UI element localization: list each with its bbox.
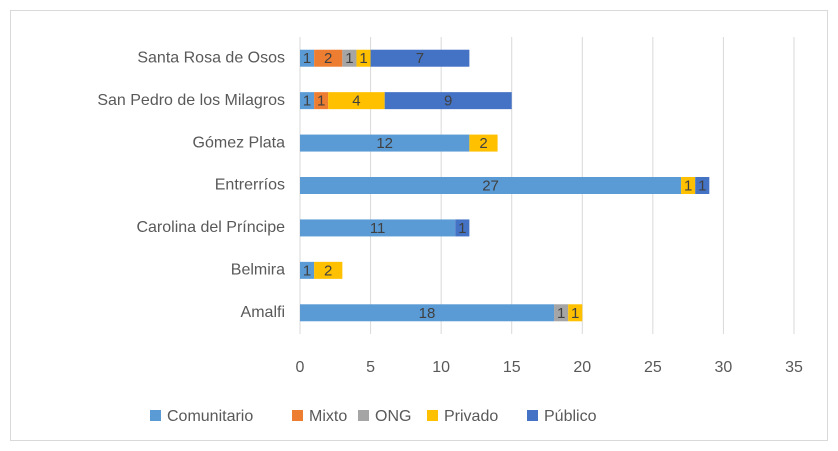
legend-label: Privado bbox=[444, 408, 498, 425]
bar-segment bbox=[455, 219, 470, 237]
bar-segment bbox=[300, 219, 456, 237]
bar-segment bbox=[342, 49, 357, 67]
bar-segment bbox=[568, 304, 583, 322]
legend-label: Comunitario bbox=[167, 408, 253, 425]
x-tick-label: 10 bbox=[432, 359, 450, 376]
bar-segment bbox=[300, 49, 315, 67]
y-tick-label: Gómez Plata bbox=[193, 134, 286, 151]
y-tick-label: Entrerríos bbox=[215, 177, 285, 194]
data-label: 1 bbox=[698, 177, 706, 194]
x-tick-label: 25 bbox=[644, 359, 662, 376]
data-label: 2 bbox=[324, 262, 332, 279]
data-label: 1 bbox=[359, 50, 367, 67]
legend-swatch bbox=[527, 410, 538, 421]
data-label: 1 bbox=[303, 262, 311, 279]
legend-swatch bbox=[292, 410, 303, 421]
bar-segment bbox=[554, 304, 569, 322]
data-label: 1 bbox=[303, 93, 311, 110]
bar-segment bbox=[370, 49, 470, 67]
data-label: 2 bbox=[479, 135, 487, 152]
bar-segment bbox=[300, 134, 470, 152]
data-label: 2 bbox=[324, 50, 332, 67]
data-label: 11 bbox=[370, 220, 386, 237]
legend-label: ONG bbox=[375, 408, 411, 425]
legend-label: Público bbox=[544, 408, 597, 425]
data-label: 1 bbox=[571, 305, 579, 322]
legend-label: Mixto bbox=[309, 408, 347, 425]
data-label: 1 bbox=[684, 177, 692, 194]
x-tick-label: 15 bbox=[503, 359, 521, 376]
data-label: 1 bbox=[458, 220, 466, 237]
data-label: 1 bbox=[557, 305, 565, 322]
x-tick-label: 20 bbox=[573, 359, 591, 376]
data-label: 7 bbox=[416, 50, 424, 67]
x-tick-label: 5 bbox=[366, 359, 375, 376]
legend-swatch bbox=[358, 410, 369, 421]
bar-segment bbox=[314, 49, 343, 67]
data-label: 12 bbox=[376, 135, 393, 152]
data-label: 1 bbox=[345, 50, 353, 67]
y-tick-label: Belmira bbox=[231, 262, 285, 279]
bar-segment bbox=[300, 92, 315, 110]
y-tick-label: San Pedro de los Milagros bbox=[97, 92, 285, 109]
x-tick-label: 35 bbox=[785, 359, 803, 376]
y-tick-label: Santa Rosa de Osos bbox=[137, 49, 285, 66]
bar-segment bbox=[300, 304, 555, 322]
data-label: 4 bbox=[352, 93, 360, 110]
bar-segment bbox=[314, 261, 343, 279]
bar-segment bbox=[384, 92, 512, 110]
bar-segment bbox=[469, 134, 498, 152]
y-tick-label: Carolina del Príncipe bbox=[136, 219, 285, 236]
bar-segment bbox=[300, 261, 315, 279]
data-label: 27 bbox=[482, 177, 499, 194]
bar-segment bbox=[328, 92, 385, 110]
bar-segment bbox=[314, 92, 329, 110]
data-label: 1 bbox=[317, 93, 325, 110]
x-tick-label: 0 bbox=[296, 359, 305, 376]
x-tick-label: 30 bbox=[715, 359, 733, 376]
legend-swatch bbox=[427, 410, 438, 421]
y-tick-label: Amalfi bbox=[241, 304, 285, 321]
bar-segment bbox=[356, 49, 371, 67]
data-label: 18 bbox=[419, 305, 436, 322]
legend-swatch bbox=[150, 410, 161, 421]
data-label: 9 bbox=[444, 93, 452, 110]
bar-segment bbox=[695, 177, 710, 194]
bar-segment bbox=[300, 177, 682, 194]
bar-segment bbox=[681, 177, 696, 194]
data-label: 1 bbox=[303, 50, 311, 67]
